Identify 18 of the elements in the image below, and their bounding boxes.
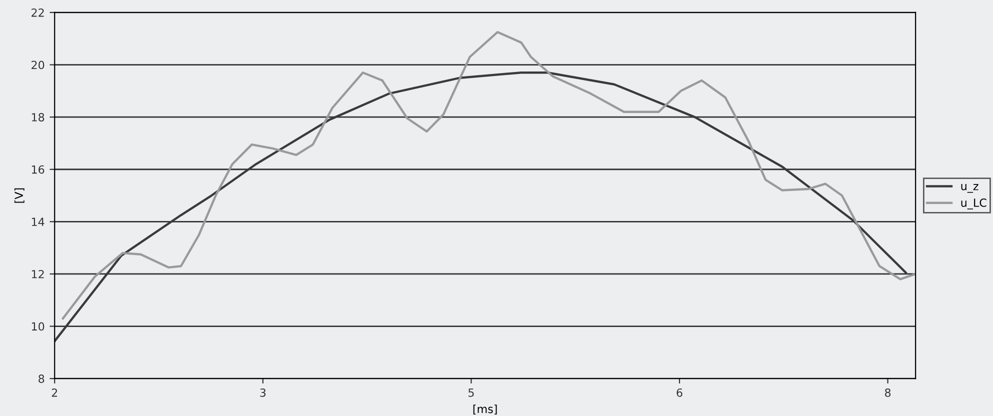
y-tick-label: 20 xyxy=(32,60,44,70)
y-tick-label: 18 xyxy=(32,113,44,122)
legend-label: u_LC xyxy=(961,198,986,210)
y-tick-label: 8 xyxy=(38,374,44,383)
y-axis-title: [V] xyxy=(14,188,24,203)
x-axis-title: [ms] xyxy=(473,404,497,414)
y-tick-label: 22 xyxy=(32,8,44,17)
legend-label: u_z xyxy=(961,184,978,193)
x-tick-label: 8 xyxy=(884,388,891,397)
x-tick-label: 6 xyxy=(676,388,682,397)
y-tick-label: 12 xyxy=(32,270,44,278)
x-tick-label: 3 xyxy=(260,388,266,397)
x-tick-label: 5 xyxy=(468,388,474,397)
x-tick-label: 2 xyxy=(52,388,58,397)
line-series xyxy=(62,30,916,320)
y-tick-label: 10 xyxy=(32,322,44,331)
y-tick-label: 14 xyxy=(32,218,44,226)
y-tick-label: 16 xyxy=(32,165,44,174)
